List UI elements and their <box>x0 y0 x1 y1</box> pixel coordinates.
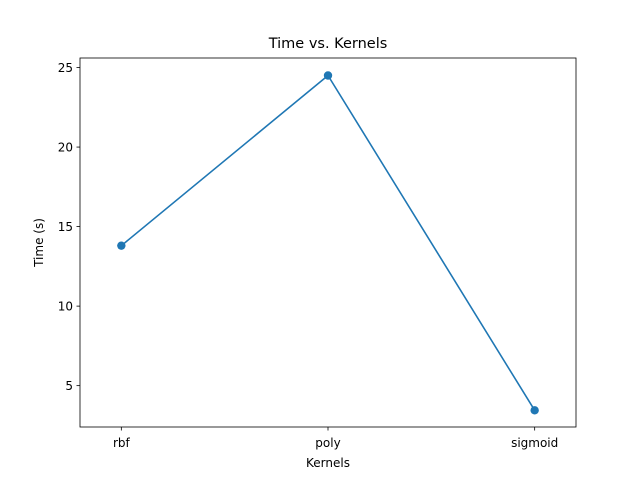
y-tick-label: 5 <box>65 379 73 393</box>
y-tick-label: 25 <box>58 61 73 75</box>
y-tick-label: 15 <box>58 220 73 234</box>
chart-title: Time vs. Kernels <box>268 36 388 52</box>
x-tick-label: sigmoid <box>511 436 558 450</box>
data-point <box>323 71 333 80</box>
x-tick-label: poly <box>315 436 340 450</box>
x-axis: rbf poly sigmoid <box>113 427 558 450</box>
x-axis-label: Kernels <box>306 456 350 470</box>
y-axis: 5 10 15 20 25 <box>58 61 80 393</box>
y-tick-label: 20 <box>58 140 73 154</box>
data-point <box>117 241 126 250</box>
axes-frame <box>79 57 577 428</box>
y-tick-label: 10 <box>58 299 73 313</box>
y-axis-label: Time (s) <box>32 218 46 268</box>
data-point <box>530 406 539 415</box>
plot-area <box>117 71 539 415</box>
x-tick-label: rbf <box>113 436 131 450</box>
series-line <box>120 74 536 411</box>
